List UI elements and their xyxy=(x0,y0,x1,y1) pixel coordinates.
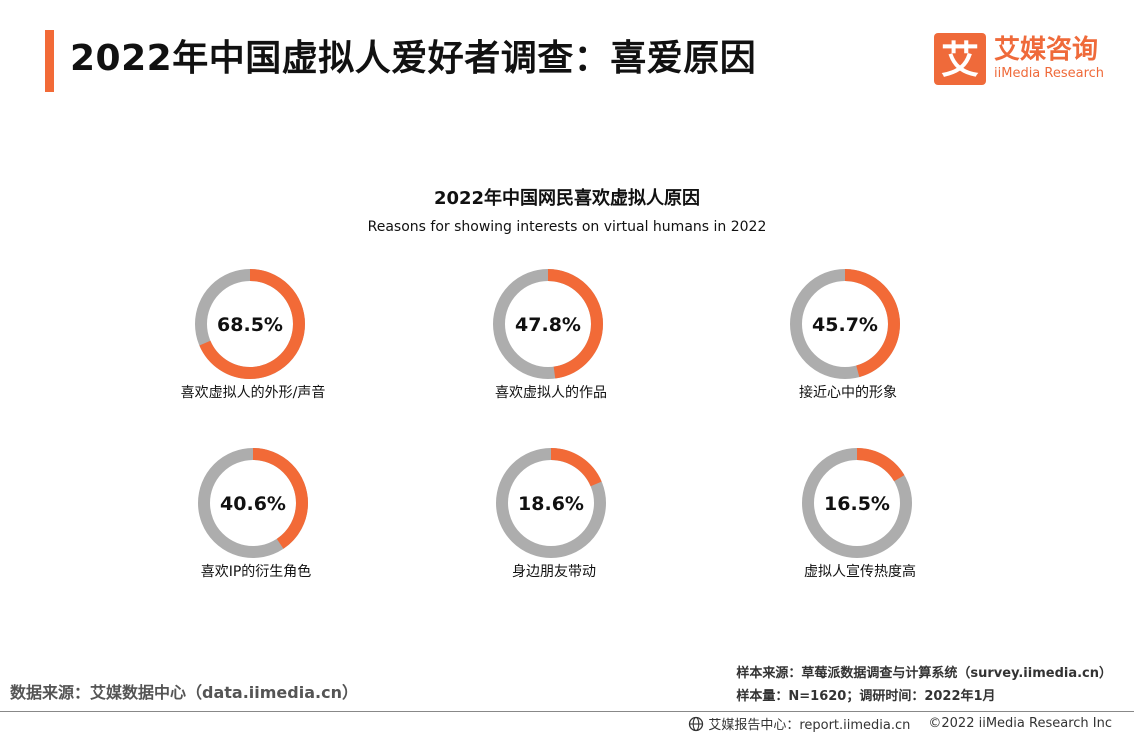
donut-4: 40.6% 喜欢IP的衍生角色 xyxy=(198,448,312,580)
page-title: 2022年中国虚拟人爱好者调查：喜爱原因 xyxy=(70,38,757,79)
donut-1: 68.5% 喜欢虚拟人的外形/声音 xyxy=(181,269,326,401)
iimedia-logo: 艾 艾媒咨询 iiMedia Research xyxy=(934,33,1124,85)
globe-icon xyxy=(689,716,704,731)
donut-category-label: 接近心中的形象 xyxy=(799,384,897,401)
donut-5: 18.6% 身边朋友带动 xyxy=(496,448,606,580)
donut-category-label: 虚拟人宣传热度高 xyxy=(804,563,916,580)
sample-source: 样本来源：草莓派数据调查与计算系统（survey.iimedia.cn） xyxy=(736,666,1112,681)
copyright: ©2022 iiMedia Research Inc xyxy=(928,716,1112,731)
footer-divider xyxy=(0,711,1134,712)
donut-value-arc xyxy=(195,269,305,379)
report-center-link[interactable]: 艾媒报告中心：report.iimedia.cn xyxy=(708,718,911,733)
sample-size: 样本量：N=1620；调研时间：2022年1月 xyxy=(736,689,996,704)
donut-category-label: 喜欢虚拟人的作品 xyxy=(495,385,607,401)
chart-title: 2022年中国网民喜欢虚拟人原因 xyxy=(433,188,701,209)
logo-name: 艾媒咨询 xyxy=(994,35,1099,65)
donut-category-label: 喜欢虚拟人的外形/声音 xyxy=(181,384,326,401)
donut-value-label: 47.8% xyxy=(515,314,581,336)
title-accent-bar xyxy=(45,30,54,92)
donut-value-arc xyxy=(496,448,606,558)
donut-value-arc xyxy=(493,269,603,379)
donut-value-arc xyxy=(198,448,308,558)
footer: 艾媒报告中心：report.iimedia.cn ©2022 iiMedia R… xyxy=(688,714,1112,733)
donut-value-label: 18.6% xyxy=(518,493,584,515)
donut-value-label: 68.5% xyxy=(217,314,283,336)
donut-category-label: 喜欢IP的衍生角色 xyxy=(201,563,312,580)
logo-mark: 艾 xyxy=(934,33,986,85)
donut-value-label: 45.7% xyxy=(812,314,878,336)
sample-info: 样本来源：草莓派数据调查与计算系统（survey.iimedia.cn） 样本量… xyxy=(736,662,1112,708)
donut-2: 47.8% 喜欢虚拟人的作品 xyxy=(493,269,607,401)
donut-value-arc xyxy=(802,448,912,558)
donut-value-arc xyxy=(790,269,900,379)
donut-category-label: 身边朋友带动 xyxy=(512,564,596,580)
data-source: 数据来源：艾媒数据中心（data.iimedia.cn） xyxy=(10,683,358,702)
donut-value-label: 40.6% xyxy=(220,493,286,515)
logo-subtitle: iiMedia Research xyxy=(994,66,1105,81)
logo-glyph-icon: 艾 xyxy=(941,38,979,82)
donut-value-label: 16.5% xyxy=(824,493,890,515)
donut-6: 16.5% 虚拟人宣传热度高 xyxy=(802,448,916,580)
donut-3: 45.7% 接近心中的形象 xyxy=(790,269,900,401)
logo-glyph: 艾 xyxy=(941,38,979,82)
chart-subtitle: Reasons for showing interests on virtual… xyxy=(367,219,767,235)
